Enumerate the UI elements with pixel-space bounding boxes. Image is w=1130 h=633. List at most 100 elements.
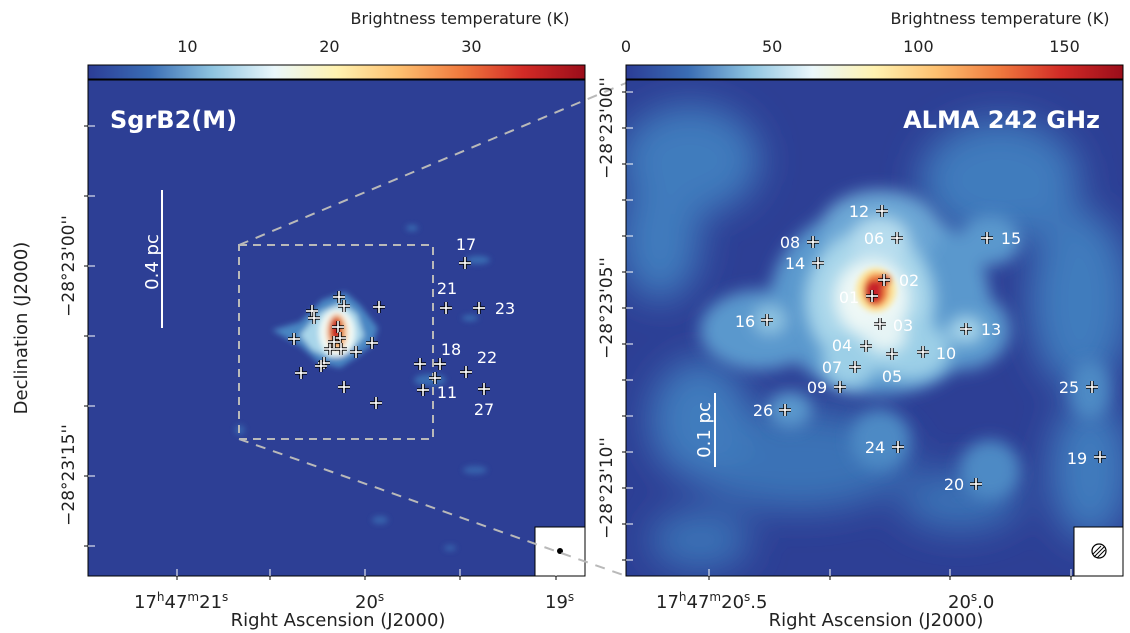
- source-marker: [414, 358, 426, 370]
- source-label: 24: [865, 438, 885, 457]
- left-panel-title: SgrB2(M): [110, 106, 237, 134]
- zoom-line-top: [238, 82, 627, 246]
- source-label: 03: [893, 316, 913, 335]
- source-marker: [1094, 451, 1106, 463]
- colorbar-tick-label: 30: [461, 37, 481, 56]
- left-scale-bar-label: 0.4 pc: [142, 234, 163, 290]
- left-source-markers: 17 21 23 18 22 11 27: [288, 235, 515, 419]
- source-marker: [874, 318, 886, 330]
- left-ra-tick-2: 20s: [355, 590, 384, 613]
- source-label: 17: [456, 235, 476, 254]
- source-label: 16: [735, 312, 755, 331]
- source-marker: [338, 381, 350, 393]
- source-marker: [440, 302, 452, 314]
- source-marker: [350, 346, 362, 358]
- left-beam-ellipse: [557, 548, 563, 554]
- right-map: 01 02 03 04 05 06 07 08 09 10 12 13 14 15 16 19 20 24 25 26: [626, 80, 1123, 576]
- source-marker: [429, 372, 441, 384]
- source-label: 23: [495, 299, 515, 318]
- left-frame-ticks: [84, 125, 557, 580]
- source-marker: [459, 257, 471, 269]
- source-marker: [860, 340, 872, 352]
- right-dec-tick-1: −28°23'00'': [597, 77, 617, 179]
- source-label: 20: [944, 475, 964, 494]
- left-colorbar-label: Brightness temperature (K): [351, 9, 570, 28]
- source-marker: [1086, 381, 1098, 393]
- right-dec-tick-2: −28°23'05'': [597, 257, 617, 359]
- right-scale-bar-label: 0.1 pc: [694, 402, 715, 458]
- source-marker: [324, 343, 336, 355]
- source-label: 08: [780, 233, 800, 252]
- source-marker: [866, 290, 878, 302]
- source-label: 15: [1001, 229, 1021, 248]
- colorbar-tick-label: 20: [319, 37, 339, 56]
- source-label: 19: [1067, 449, 1087, 468]
- source-marker: [812, 257, 824, 269]
- source-label: 10: [936, 344, 956, 363]
- source-label: 11: [437, 383, 457, 402]
- x-axis-label-left: Right Ascension (J2000): [231, 610, 446, 631]
- right-ra-tick-1: 17h47m20s.5: [656, 590, 767, 613]
- source-label: 04: [832, 336, 852, 355]
- source-label: 18: [441, 340, 461, 359]
- source-label: 27: [474, 400, 494, 419]
- source-marker: [834, 381, 846, 393]
- source-label: 21: [437, 279, 457, 298]
- source-label: 06: [864, 229, 884, 248]
- right-source-markers: 01 02 03 04 05 06 07 08 09 10 12 13 14 15 16 19 20 24 25 26: [735, 202, 1106, 494]
- right-ra-tick-2: 20s.0: [948, 590, 994, 613]
- source-label: 25: [1059, 378, 1079, 397]
- source-marker: [761, 314, 773, 326]
- source-marker: [295, 367, 307, 379]
- svg-text:17h47m20s.5: 17h47m20s.5: [656, 590, 767, 613]
- svg-text:20s: 20s: [355, 590, 384, 613]
- source-marker: [960, 323, 972, 335]
- source-marker: [892, 441, 904, 453]
- left-panel: Brightness temperature (K) 10 20 30: [59, 9, 586, 613]
- colorbar-tick-label: 0: [621, 37, 631, 56]
- source-marker: [308, 312, 320, 324]
- source-label: 05: [882, 367, 902, 386]
- colorbar-tick-label: 10: [177, 37, 197, 56]
- right-panel-title: ALMA 242 GHz: [903, 106, 1100, 134]
- source-marker: [332, 321, 344, 333]
- source-marker: [333, 291, 345, 303]
- source-marker: [417, 384, 429, 396]
- svg-text:20s.0: 20s.0: [948, 590, 994, 613]
- source-marker: [876, 205, 888, 217]
- source-marker: [917, 346, 929, 358]
- colorbar-tick-label: 50: [762, 37, 782, 56]
- source-label: 09: [807, 378, 827, 397]
- source-marker: [886, 348, 898, 360]
- left-ra-tick-1: 17h47m21s: [134, 590, 228, 613]
- source-marker: [970, 478, 982, 490]
- source-label: 13: [981, 320, 1001, 339]
- source-marker: [315, 360, 327, 372]
- source-marker: [478, 383, 490, 395]
- zoom-line-bottom: [238, 438, 627, 577]
- svg-text:19s: 19s: [545, 590, 574, 613]
- right-beam-ellipse: [1091, 543, 1107, 559]
- source-marker: [366, 337, 378, 349]
- source-marker: [288, 333, 300, 345]
- left-colorbar: [87, 64, 586, 80]
- source-marker: [460, 366, 472, 378]
- source-marker: [434, 358, 446, 370]
- source-marker: [335, 343, 347, 355]
- source-marker: [473, 302, 485, 314]
- source-marker: [328, 336, 340, 348]
- source-marker: [373, 301, 385, 313]
- source-marker: [807, 236, 819, 248]
- right-dec-tick-3: −28°23'10'': [597, 437, 617, 539]
- source-label: 07: [822, 358, 842, 377]
- left-dec-tick-1: −28°23'00'': [59, 215, 79, 317]
- source-label: 02: [899, 271, 919, 290]
- source-marker: [779, 404, 791, 416]
- svg-text:17h47m21s: 17h47m21s: [134, 590, 228, 613]
- source-marker: [370, 397, 382, 409]
- y-axis-label: Declination (J2000): [11, 242, 32, 415]
- source-label: 14: [785, 254, 805, 273]
- source-marker: [338, 300, 350, 312]
- source-marker: [878, 274, 890, 286]
